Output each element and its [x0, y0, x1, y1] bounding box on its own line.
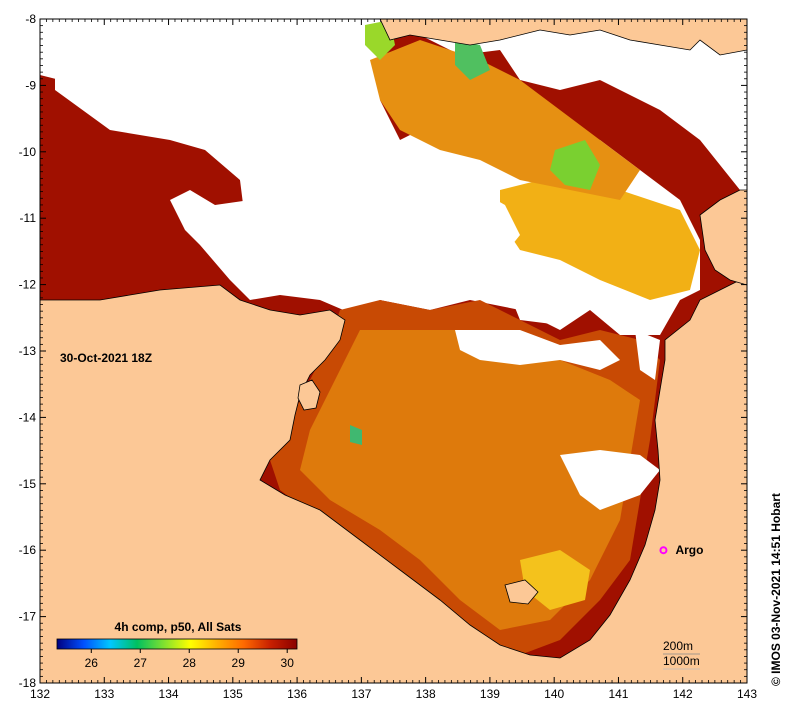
- y-tick-label: -14: [19, 410, 37, 424]
- cloud-mid: [510, 290, 580, 325]
- sst-yellow-east: [520, 550, 590, 610]
- y-tick-label: -12: [19, 278, 37, 292]
- x-tick-label: 133: [94, 687, 114, 701]
- land-north-islands: [379, 19, 747, 56]
- argo-marker-icon: [659, 546, 668, 555]
- x-tick-label: 143: [737, 687, 757, 701]
- x-tick-label: 138: [416, 687, 436, 701]
- y-tick-label: -10: [19, 145, 37, 159]
- map-area: [40, 19, 747, 683]
- colorbar-tick-label: 30: [281, 656, 295, 670]
- contour-1000m-label: 1000m: [663, 654, 700, 668]
- x-tick-label: 135: [223, 687, 243, 701]
- y-tick-label: -11: [20, 211, 37, 225]
- sst-northeast-cool: [500, 175, 700, 300]
- colorbar-tick-label: 27: [134, 656, 148, 670]
- cloud-centre: [455, 330, 620, 370]
- x-tick-label: 136: [287, 687, 307, 701]
- x-tick-label: 134: [159, 687, 179, 701]
- date-label: 30-Oct-2021 18Z: [60, 351, 152, 365]
- contour-200m-label: 200m: [663, 639, 693, 653]
- x-tick-label: 132: [30, 687, 50, 701]
- colorbar-tick-label: 29: [232, 656, 246, 670]
- y-tick-label: -15: [19, 477, 37, 491]
- sst-cool-patch-1: [550, 140, 600, 190]
- x-tick-label: 137: [351, 687, 371, 701]
- colorbar-tick-label: 28: [183, 656, 197, 670]
- cloud-northeast: [500, 20, 660, 90]
- land-arnhem: [40, 279, 747, 683]
- sst-cool-patch-3: [455, 40, 490, 80]
- y-tick-label: -8: [25, 12, 36, 26]
- colorbar-tick-label: 26: [85, 656, 99, 670]
- colorbar: [56, 638, 298, 650]
- x-tick-label: 142: [673, 687, 693, 701]
- land-groote: [297, 379, 321, 411]
- x-tick-label: 139: [480, 687, 500, 701]
- y-tick-label: -18: [19, 676, 37, 690]
- land-cape-york: [699, 189, 747, 286]
- y-tick-label: -16: [19, 543, 37, 557]
- x-tick-label: 140: [544, 687, 564, 701]
- cloud-north-large: [55, 25, 520, 300]
- x-tick-label: 141: [608, 687, 628, 701]
- colorbar-title: 4h comp, p50, All Sats: [115, 620, 242, 634]
- cloud-east: [560, 450, 660, 510]
- cloud-eastern-edge: [635, 330, 660, 380]
- credit-text: © IMOS 03-Nov-2021 14:51 Hobart: [769, 493, 783, 686]
- land-mornington: [504, 579, 539, 605]
- argo-label: Argo: [675, 543, 703, 557]
- y-tick-label: -13: [19, 344, 37, 358]
- axis-ticks: 132 133 134 135 136 137 138 139 140 141 142 143 -8 -9…: [19, 12, 758, 701]
- y-tick-label: -17: [19, 610, 37, 624]
- colorbar-ticks: 26 27 28 29 30: [85, 649, 295, 670]
- y-tick-label: -9: [25, 78, 36, 92]
- sst-cool-patch-4: [350, 425, 362, 445]
